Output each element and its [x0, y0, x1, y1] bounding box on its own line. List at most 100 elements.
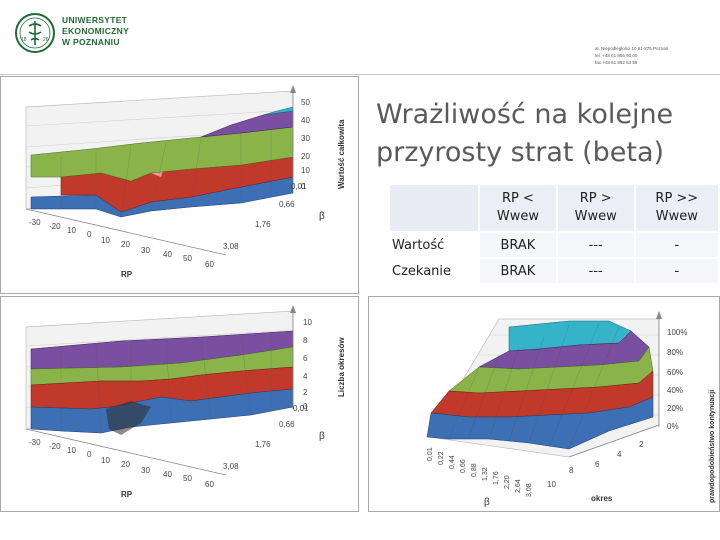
rp-tick-label: 30	[141, 466, 150, 475]
university-logo: 18 26 UNIWERSYTET EKONOMICZNY W POZNANIU	[14, 12, 144, 56]
beta-tick-label: 1,32	[482, 467, 489, 481]
rp-tick-label: 30	[141, 246, 150, 255]
z-axis-arrow-icon	[290, 305, 296, 313]
rp-tick-label: -20	[49, 222, 61, 231]
address-block: al. Niepodległości 10 61-875 Poznań tel.…	[595, 45, 668, 66]
table-row-label: Czekanie	[390, 259, 478, 283]
address-line2: tel. +48 61 856 90 00	[595, 53, 638, 58]
beta-tick-label: 0,66	[460, 459, 467, 473]
z-tick-label: 8	[303, 336, 308, 345]
rp-axis-label: RP	[121, 490, 133, 499]
z-tick-label: 10	[303, 318, 312, 327]
beta-axis-label: β	[319, 431, 325, 442]
z-axis-arrow-icon	[656, 311, 662, 319]
surface-chart-probability-svg: 100% 80% 60% 40% 20% 0% prawdopodobieńst…	[426, 311, 716, 508]
table-cell: -	[635, 233, 718, 257]
okres-tick-label: 4	[617, 450, 622, 459]
surface-mesh	[60, 129, 272, 218]
table-row: Czekanie BRAK --- -	[390, 259, 718, 283]
z-tick-labels: 10 8 6 4 2 0	[303, 318, 312, 411]
okres-axis-label: okres	[591, 494, 613, 503]
logo-line3: W POZNANIU	[62, 37, 120, 47]
z-tick-label: 0	[301, 182, 306, 191]
table-cell: BRAK	[480, 259, 556, 283]
rp-tick-label: 60	[205, 480, 214, 489]
z-tick-label: 6	[303, 354, 308, 363]
emblem-year-left: 18	[21, 37, 27, 43]
z-tick-label: 50	[301, 98, 310, 107]
table-col-header: RP >> Wwew	[635, 185, 718, 231]
beta-axis-label: β	[484, 497, 490, 508]
surface-mesh	[448, 322, 620, 450]
table-col-header: RP > Wwew	[557, 185, 634, 231]
beta-axis-label: β	[319, 211, 325, 222]
rp-tick-label: 40	[163, 470, 172, 479]
z-axis-arrow-icon	[290, 85, 296, 93]
beta-tick-label: 0,22	[438, 451, 445, 465]
rp-tick-label: 50	[183, 254, 192, 263]
beta-tick-label: 1,76	[255, 220, 271, 229]
z-tick-label: 80%	[667, 348, 683, 357]
rp-tick-label: 0	[87, 230, 92, 239]
surface-chart-value: 50 40 30 20 10 0 Wartość całkowita 0,01 …	[0, 76, 359, 294]
comparison-table: RP < Wwew RP > Wwew RP >> Wwew Wartość B…	[388, 183, 720, 285]
table-corner-cell	[390, 185, 478, 231]
university-emblem-icon: 18 26	[15, 13, 55, 53]
rp-tick-label: 10	[101, 236, 110, 245]
table-cell: ---	[557, 233, 634, 257]
surface-chart-periods-svg: 10 8 6 4 2 0 Liczba okresów 0,01 0,66 1,…	[25, 305, 346, 499]
rp-axis	[25, 428, 227, 476]
beta-tick-label: 3,08	[223, 242, 239, 251]
z-tick-label: 0%	[667, 422, 679, 431]
surface-shadow	[106, 401, 151, 435]
rp-tick-label: 10	[67, 446, 76, 455]
z-axis-label: Wartość całkowita	[337, 119, 346, 189]
beta-tick-label: 0,44	[449, 455, 456, 469]
z-tick-label: 4	[303, 372, 308, 381]
surface-mesh	[60, 333, 272, 434]
emblem-year-right: 26	[43, 37, 49, 43]
z-tick-label: 40	[301, 116, 310, 125]
rp-tick-label: -30	[29, 218, 41, 227]
surface-chart-value-svg: 50 40 30 20 10 0 Wartość całkowita 0,01 …	[25, 85, 346, 279]
okres-tick-label: 2	[639, 440, 644, 449]
rp-axis-label: RP	[121, 270, 133, 279]
rp-tick-label: -30	[29, 438, 41, 447]
z-tick-label: 30	[301, 134, 310, 143]
z-tick-label: 60%	[667, 368, 683, 377]
z-tick-label: 0	[303, 402, 308, 411]
slide-title: Wrażliwość na kolejne przyrosty strat (b…	[376, 99, 674, 168]
beta-tick-label: 0,01	[293, 404, 309, 413]
rp-axis	[25, 208, 227, 256]
beta-tick-label: 0,66	[279, 200, 295, 209]
beta-tick-label: 1,76	[493, 471, 500, 485]
rp-tick-label: 40	[163, 250, 172, 259]
rp-tick-label: 60	[205, 260, 214, 269]
table-cell: ---	[557, 259, 634, 283]
header-divider	[0, 74, 720, 75]
z-axis-label: prawdopodobieństwo kontynuacji	[709, 390, 716, 503]
logo-line1: UNIWERSYTET	[62, 15, 128, 25]
rp-tick-label: 20	[121, 240, 130, 249]
logo-line2: EKONOMICZNY	[62, 26, 130, 36]
table-cell: BRAK	[480, 233, 556, 257]
rp-tick-label: 20	[121, 460, 130, 469]
surface-band-blue	[426, 396, 654, 450]
okres-axis	[568, 424, 660, 458]
beta-tick-label: 1,76	[255, 440, 271, 449]
surface-chart-periods: 10 8 6 4 2 0 Liczba okresów 0,01 0,66 1,…	[0, 296, 359, 512]
okres-tick-label: 10	[547, 480, 556, 489]
beta-tick-labels: 0,01 0,66 1,76 3,08	[223, 404, 309, 471]
table-row: Wartość BRAK --- -	[390, 233, 718, 257]
rp-tick-label: 50	[183, 474, 192, 483]
beta-tick-label: 0,01	[427, 447, 434, 461]
z-tick-labels: 100% 80% 60% 40% 20% 0%	[667, 328, 687, 431]
beta-tick-labels: 0,01 0,66 1,76 3,08	[223, 182, 307, 251]
beta-tick-label: 3,08	[526, 483, 533, 497]
rp-tick-labels: -30 -20 10 0 10 20 30 40 50 60	[29, 438, 214, 489]
table-row-label: Wartość	[390, 233, 478, 257]
logo-text: UNIWERSYTET EKONOMICZNY W POZNANIU	[62, 15, 129, 48]
okres-tick-label: 6	[595, 460, 600, 469]
beta-tick-label: 2,20	[504, 475, 511, 489]
okres-tick-label: 8	[569, 466, 574, 475]
